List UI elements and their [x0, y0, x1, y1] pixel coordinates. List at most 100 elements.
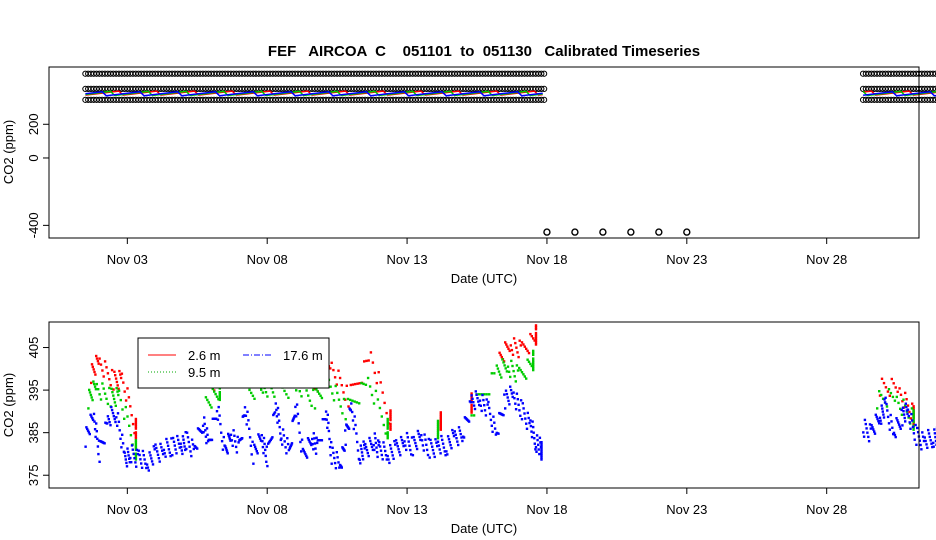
data-point [262, 436, 266, 440]
data-point [121, 408, 124, 411]
data-point [347, 405, 350, 408]
data-point [296, 412, 300, 416]
data-point [315, 388, 318, 391]
data-point [435, 441, 438, 444]
panel-top: FEF AIRCOA C 051101 to 051130 Calibrated… [1, 43, 936, 286]
data-point [167, 448, 171, 451]
data-point [386, 431, 389, 434]
data-point [453, 430, 456, 433]
data-point [135, 465, 138, 468]
data-point [399, 435, 403, 439]
data-point [360, 447, 363, 451]
data-point [515, 364, 519, 367]
data-point [356, 382, 359, 385]
data-point [472, 401, 475, 404]
data-point [264, 454, 267, 458]
data-point [484, 414, 488, 417]
data-point [96, 359, 100, 363]
data-point [389, 418, 392, 422]
data-point [140, 466, 144, 469]
data-point [87, 431, 91, 434]
data-point [340, 384, 343, 387]
data-point [267, 442, 270, 445]
data-point [540, 456, 543, 459]
data-point [185, 447, 188, 451]
data-point [295, 403, 299, 406]
data-point [470, 407, 473, 410]
data-point [509, 344, 512, 347]
data-point [902, 410, 905, 413]
data-point [272, 413, 275, 417]
data-point [176, 434, 179, 438]
data-point [380, 453, 383, 457]
data-point [470, 409, 473, 412]
data-point [449, 444, 452, 447]
data-point [516, 351, 519, 354]
data-point [295, 415, 298, 418]
data-point [90, 396, 93, 399]
data-point [912, 413, 915, 416]
data-point [267, 441, 271, 444]
data-point [457, 443, 460, 447]
data-point [389, 424, 392, 427]
data-point [211, 387, 214, 391]
data-point [433, 455, 436, 459]
data-point [301, 447, 305, 451]
flag-point [538, 85, 545, 93]
data-point [509, 385, 512, 388]
data-point [478, 403, 481, 407]
flag-point [538, 96, 545, 103]
x-tick-label: Nov 03 [107, 252, 148, 267]
data-point [431, 445, 434, 448]
data-point [436, 444, 439, 448]
data-point [330, 462, 333, 465]
data-point [897, 423, 901, 426]
data-point [103, 392, 107, 395]
data-point [863, 418, 867, 422]
data-point [394, 443, 397, 446]
data-point [892, 382, 895, 385]
data-point [908, 410, 911, 414]
data-point [217, 398, 220, 401]
data-point [276, 406, 280, 410]
data-point [181, 452, 184, 456]
data-point [378, 445, 382, 448]
data-point [898, 387, 901, 390]
data-point [932, 445, 935, 448]
data-point [441, 442, 445, 445]
data-point [275, 408, 278, 412]
data-point [203, 416, 206, 419]
data-point [532, 368, 535, 372]
data-point [217, 405, 220, 409]
flag-point [538, 70, 545, 77]
data-point [886, 409, 889, 412]
data-point [150, 460, 154, 463]
data-point [534, 343, 538, 346]
data-point [386, 419, 389, 423]
data-point [514, 402, 517, 405]
data-point [521, 402, 524, 405]
data-point [506, 365, 510, 368]
data-point [206, 440, 210, 443]
data-point [229, 433, 233, 436]
data-point [131, 422, 135, 426]
x-axis-bottom: Nov 03 Nov 08 Nov 13 Nov 18 Nov 23 Nov 28 [107, 487, 847, 517]
data-point [134, 442, 138, 446]
data-point [886, 390, 890, 393]
data-point [226, 452, 229, 455]
data-point [386, 423, 389, 426]
data-point [331, 392, 334, 395]
data-point [290, 442, 294, 445]
data-point [443, 450, 446, 453]
data-point [161, 449, 164, 452]
data-point [250, 453, 253, 456]
data-point [469, 401, 472, 404]
data-point [102, 375, 105, 378]
data-point [134, 444, 138, 448]
data-point [884, 386, 888, 389]
data-point [536, 438, 539, 442]
data-point [540, 446, 543, 450]
data-point [106, 402, 110, 406]
data-point [177, 438, 180, 442]
legend-label-2: 17.6 m [283, 348, 323, 363]
